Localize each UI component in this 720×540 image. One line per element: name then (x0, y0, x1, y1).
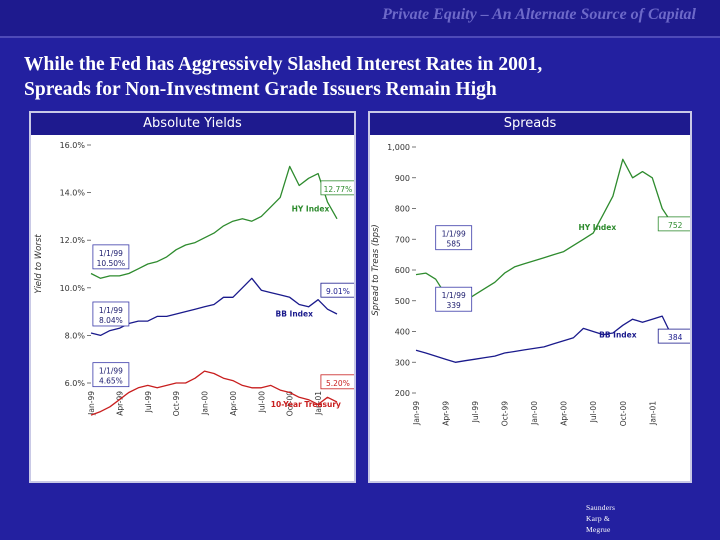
slide-heading: While the Fed has Aggressively Slashed I… (24, 52, 704, 102)
annotation-label: 1/1/99 (99, 306, 123, 315)
x-tick-label: Jul-00 (589, 401, 598, 424)
y-tick-label: 1,000 (387, 143, 410, 152)
y-tick-label: 200 (395, 389, 410, 398)
annotation-label: 1/1/99 (99, 249, 123, 258)
y-axis-label: Yield to Worst (34, 234, 44, 294)
header-title: Private Equity – An Alternate Source of … (382, 6, 696, 23)
x-tick-label: Oct-00 (619, 401, 628, 426)
top-bar: Private Equity – An Alternate Source of … (0, 0, 720, 38)
annotation-label: 4.65% (99, 377, 123, 386)
annotation-box (435, 286, 473, 312)
annotation-label: 384 (668, 333, 683, 342)
yields-plot: 16.0% 14.0% 12.0% 10.0% 8.0% 6.0%Jan-99 Apr-99… (34, 141, 354, 416)
spreads-chart: Spreads 1,000 900 800 700 600 500 400 300 200 Jan… (368, 111, 692, 483)
x-tick-label: Apr-99 (442, 401, 451, 426)
y-tick-label: 6.0% (65, 379, 86, 388)
y-tick-label: 16.0% (60, 141, 86, 150)
x-tick-label: Oct-99 (501, 401, 510, 426)
x-tick-label: Jul-99 (471, 401, 480, 424)
annotation-label: 752 (668, 221, 683, 230)
annotation-label: 10.50% (97, 259, 126, 268)
x-tick-label: Apr-00 (229, 391, 238, 416)
x-tick-label: Jul-00 (257, 391, 266, 414)
annotation-box (92, 244, 130, 270)
x-tick-label: Jan-01 (648, 401, 657, 426)
annotation-box (320, 180, 354, 196)
annotation-label: 1/1/99 (442, 291, 466, 300)
chart-title: Spreads (370, 113, 690, 135)
y-tick-label: 10.0% (60, 284, 86, 293)
x-tick-label: Jan-00 (530, 401, 539, 426)
annotation-label: 1/1/99 (99, 367, 123, 376)
series-line (90, 370, 338, 416)
logo-line-3: Megrue (586, 525, 611, 534)
y-tick-label: 12.0% (60, 236, 86, 245)
annotation-box (92, 301, 130, 327)
y-tick-label: 300 (395, 358, 410, 367)
annotation-box (320, 374, 354, 390)
annotation-label: 5.20% (326, 379, 350, 388)
x-tick-label: Jan-99 (87, 391, 96, 416)
y-tick-label: 500 (395, 297, 410, 306)
annotation-box (320, 282, 354, 298)
annotation-label: 585 (447, 240, 462, 249)
annotation-label: 339 (447, 301, 462, 310)
y-tick-label: 8.0% (65, 331, 86, 340)
chart-title: Absolute Yields (31, 113, 354, 135)
y-tick-label: 14.0% (60, 189, 86, 198)
annotation-box (657, 328, 690, 344)
annotation-label: 8.04% (99, 316, 123, 325)
y-axis-label: Spread to Treas (bps) (371, 224, 381, 316)
heading-line-1: While the Fed has Aggressively Slashed I… (24, 54, 543, 75)
y-tick-label: 600 (395, 266, 410, 275)
x-tick-label: Oct-99 (172, 391, 181, 416)
y-tick-label: 700 (395, 235, 410, 244)
annotation-box (92, 362, 130, 388)
y-tick-label: 400 (395, 328, 410, 337)
y-tick-label: 900 (395, 174, 410, 183)
logo-line-2: Karp & (586, 514, 610, 523)
series-label: BB Index (276, 309, 314, 318)
absolute-yields-chart: Absolute Yields 16.0% 14.0% 12.0% 10.0% 8.0%… (29, 111, 356, 483)
annotation-label: 9.01% (326, 287, 350, 296)
x-tick-label: Jan-99 (412, 401, 421, 426)
heading-line-2: Spreads for Non-Investment Grade Issuers… (24, 79, 497, 100)
series-line (90, 165, 338, 279)
annotation-box (435, 225, 473, 251)
series-label: HY Index (292, 205, 330, 214)
series-line (415, 315, 673, 363)
logo-line-1: Saunders (586, 503, 616, 512)
series-label: BB Index (599, 331, 637, 340)
x-tick-label: Jul-99 (144, 391, 153, 414)
annotation-label: 1/1/99 (442, 230, 466, 239)
x-tick-label: Apr-99 (115, 391, 124, 416)
y-tick-label: 800 (395, 205, 410, 214)
series-line (90, 277, 338, 337)
x-tick-label: Jan-00 (201, 391, 210, 416)
annotation-label: 12.77% (324, 185, 353, 194)
firm-logo: Saunders Karp & Megrue (586, 502, 615, 535)
series-label: HY Index (578, 223, 616, 232)
series-label: 10-Year Treasury (271, 400, 341, 409)
annotation-box (657, 216, 690, 232)
x-tick-label: Oct-00 (286, 391, 295, 416)
x-tick-label: Apr-00 (560, 401, 569, 426)
